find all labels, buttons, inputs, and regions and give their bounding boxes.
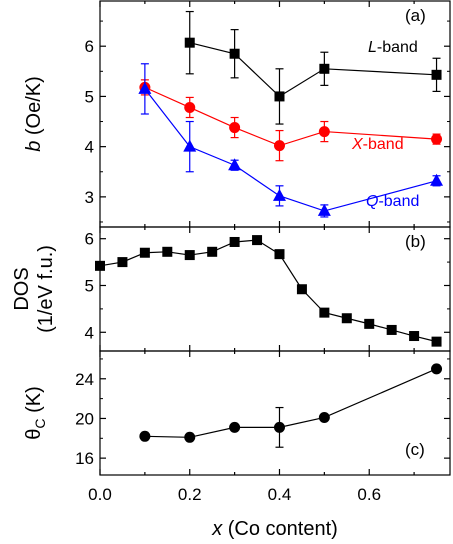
series-line-0-2: [144, 88, 437, 212]
y-tick-label: 6: [85, 37, 94, 56]
x-tick-label: 0.2: [178, 485, 202, 504]
data-point-triangle: [272, 188, 286, 201]
data-point-circle: [184, 101, 196, 113]
series-line-1-0: [99, 239, 437, 343]
data-point-square: [184, 250, 195, 261]
y-axis-label-c: θC (K): [23, 386, 48, 439]
data-point-square: [274, 91, 285, 102]
data-point-square: [184, 37, 195, 48]
data-point-square: [319, 63, 330, 74]
data-point-circle: [184, 431, 196, 443]
data-point-circle: [431, 133, 443, 145]
y-axis-label-a: b (Oe/K): [23, 76, 45, 152]
series-label-q-band: Q-band: [366, 193, 419, 210]
panel-a-label: (a): [405, 6, 426, 25]
y-tick-label: 20: [75, 409, 94, 428]
data-point-triangle: [138, 81, 152, 94]
axis-ticks: 3 4 5 6 4 5 6 16 20 24 0.0 0.2 0.4 0.6: [75, 1, 450, 504]
data-point-square: [95, 260, 105, 271]
data-point-square: [252, 235, 263, 246]
panel-b-frame: [99, 226, 451, 352]
y-tick-label: 6: [85, 230, 94, 249]
y-tick-label: 4: [85, 138, 94, 157]
data-point-square: [364, 318, 375, 329]
y-tick-label: 5: [85, 87, 94, 106]
series-label-x-band: X-band: [351, 136, 404, 153]
data-point-circle: [229, 122, 241, 134]
data-point-triangle: [430, 173, 444, 186]
data-point-circle: [229, 421, 241, 433]
panel-b-label: (b): [405, 232, 426, 251]
data-point-circle: [431, 363, 443, 375]
data-point-square: [207, 246, 218, 257]
data-point-square: [296, 284, 307, 295]
series-label-l-band: L-band: [368, 39, 418, 56]
data-point-square: [162, 246, 173, 257]
y-axis-label-b-line2: (1/eV f.u.): [35, 245, 57, 333]
data-point-circle: [318, 126, 330, 138]
data-point-square: [341, 313, 352, 324]
x-axis-label: x (Co content): [211, 518, 338, 540]
data-point-square: [139, 247, 150, 258]
x-tick-label: 0.0: [88, 485, 112, 504]
data-point-square: [229, 236, 240, 247]
panel-c-label: (c): [405, 440, 425, 459]
data-point-circle: [273, 421, 285, 433]
y-tick-label: 4: [85, 323, 94, 342]
panel-c-frame: [99, 350, 451, 476]
data-point-circle: [318, 411, 330, 423]
data-point-square: [117, 257, 128, 268]
series-line-2-0: [144, 368, 437, 438]
y-tick-label: 16: [75, 449, 94, 468]
data-point-square: [319, 307, 330, 318]
y-tick-label: 24: [75, 370, 94, 389]
data-point-circle: [139, 430, 151, 442]
data-point-circle: [273, 140, 285, 152]
x-tick-label: 0.4: [268, 485, 292, 504]
data-point-square: [229, 48, 240, 59]
data-point-square: [431, 69, 442, 80]
data-point-square: [409, 331, 420, 342]
data-point-square: [431, 336, 442, 347]
data-point-triangle: [183, 139, 197, 152]
plot-area: [95, 10, 444, 448]
data-point-triangle: [228, 158, 242, 171]
y-axis-label-b-line1: DOS: [11, 267, 33, 310]
x-tick-label: 0.6: [357, 485, 381, 504]
y-tick-label: 5: [85, 276, 94, 295]
data-point-triangle: [317, 203, 331, 216]
series-line-0-1: [144, 86, 437, 147]
y-tick-label: 3: [85, 188, 94, 207]
data-point-square: [274, 249, 285, 260]
data-point-square: [386, 324, 397, 335]
